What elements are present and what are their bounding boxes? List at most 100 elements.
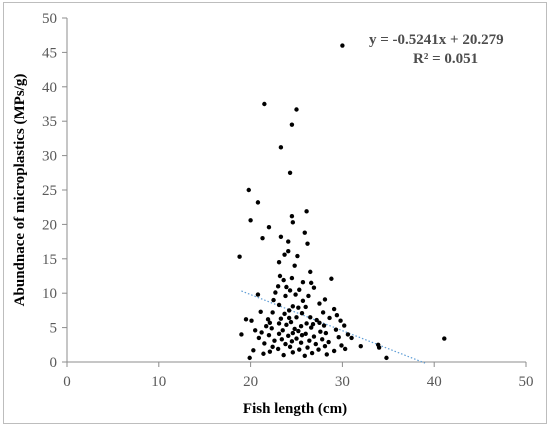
y-tick-label: 15 bbox=[42, 252, 57, 268]
data-point bbox=[322, 297, 328, 302]
data-point bbox=[331, 306, 337, 312]
data-point bbox=[267, 349, 273, 354]
data-point bbox=[261, 351, 266, 356]
data-point bbox=[299, 332, 305, 338]
data-point bbox=[294, 336, 299, 341]
data-point bbox=[329, 276, 334, 281]
data-point bbox=[304, 321, 309, 326]
data-point bbox=[300, 298, 306, 303]
data-point bbox=[243, 317, 249, 322]
data-point bbox=[278, 145, 284, 150]
data-point bbox=[286, 308, 292, 313]
data-point bbox=[298, 324, 304, 329]
data-point bbox=[334, 313, 340, 318]
data-point bbox=[272, 338, 277, 343]
data-point bbox=[283, 293, 288, 299]
data-point bbox=[320, 337, 325, 342]
data-point bbox=[255, 292, 261, 297]
data-point bbox=[297, 287, 302, 292]
r-squared-label: R² = 0.051 bbox=[413, 51, 478, 67]
data-point bbox=[358, 343, 363, 349]
data-point bbox=[270, 344, 275, 350]
data-point bbox=[289, 213, 295, 219]
data-point bbox=[247, 355, 252, 361]
data-point bbox=[296, 305, 301, 310]
data-point bbox=[287, 344, 293, 350]
data-point bbox=[283, 341, 288, 347]
data-point bbox=[313, 341, 318, 347]
data-point bbox=[302, 230, 307, 235]
data-point bbox=[296, 328, 301, 334]
data-point bbox=[298, 340, 304, 345]
data-point bbox=[288, 319, 294, 325]
data-point bbox=[249, 318, 254, 323]
data-point bbox=[259, 330, 264, 335]
data-point bbox=[323, 330, 329, 336]
data-point bbox=[297, 347, 302, 352]
data-point bbox=[308, 269, 313, 275]
data-point bbox=[331, 348, 337, 354]
data-point bbox=[284, 284, 289, 290]
data-point bbox=[342, 323, 347, 328]
data-point bbox=[246, 187, 251, 193]
y-tick-label: 0 bbox=[50, 355, 58, 371]
data-point bbox=[287, 170, 293, 175]
data-point bbox=[376, 345, 382, 350]
data-point bbox=[327, 315, 332, 321]
data-point bbox=[308, 280, 314, 286]
data-point bbox=[305, 345, 310, 350]
data-point bbox=[248, 218, 253, 223]
data-point bbox=[310, 321, 316, 327]
data-point bbox=[292, 263, 297, 268]
data-point bbox=[311, 285, 317, 290]
y-tick-label: 25 bbox=[42, 183, 57, 199]
data-point bbox=[316, 347, 321, 352]
y-tick-label: 10 bbox=[42, 286, 57, 302]
y-tick-label: 45 bbox=[42, 45, 57, 61]
data-point bbox=[303, 331, 308, 336]
data-point bbox=[286, 239, 291, 244]
data-point bbox=[340, 43, 345, 48]
data-point bbox=[278, 234, 284, 239]
data-point bbox=[271, 297, 276, 303]
data-point bbox=[442, 336, 447, 341]
data-point bbox=[252, 328, 258, 333]
data-point bbox=[286, 315, 292, 321]
data-point bbox=[276, 260, 282, 265]
data-point bbox=[258, 309, 263, 314]
data-point bbox=[265, 317, 271, 322]
data-point bbox=[266, 332, 272, 338]
data-point bbox=[303, 304, 308, 310]
data-point bbox=[294, 107, 299, 112]
data-point bbox=[314, 317, 319, 323]
data-point bbox=[295, 253, 300, 259]
data-point bbox=[281, 277, 286, 283]
data-point bbox=[333, 327, 339, 332]
data-point bbox=[273, 290, 278, 295]
data-point bbox=[278, 316, 284, 321]
chart-frame bbox=[3, 2, 547, 424]
data-point bbox=[300, 279, 306, 285]
data-point bbox=[286, 333, 291, 339]
x-tick-label: 40 bbox=[427, 374, 442, 390]
data-point bbox=[311, 334, 317, 339]
data-point bbox=[317, 301, 322, 306]
x-axis-title: Fish length (cm) bbox=[243, 401, 347, 417]
data-point bbox=[345, 332, 351, 337]
data-point bbox=[336, 335, 341, 340]
data-point bbox=[306, 293, 311, 299]
data-point bbox=[326, 339, 331, 345]
data-point bbox=[279, 337, 285, 342]
data-point bbox=[317, 320, 322, 325]
y-tick-label: 20 bbox=[42, 217, 57, 233]
data-point bbox=[255, 200, 261, 205]
data-point bbox=[318, 329, 323, 334]
data-point bbox=[289, 122, 295, 127]
axes bbox=[62, 17, 527, 367]
x-tick-label: 20 bbox=[243, 374, 258, 390]
x-tick-label: 0 bbox=[63, 374, 71, 390]
data-point bbox=[276, 302, 282, 308]
data-point bbox=[289, 339, 295, 344]
data-point bbox=[290, 304, 296, 309]
